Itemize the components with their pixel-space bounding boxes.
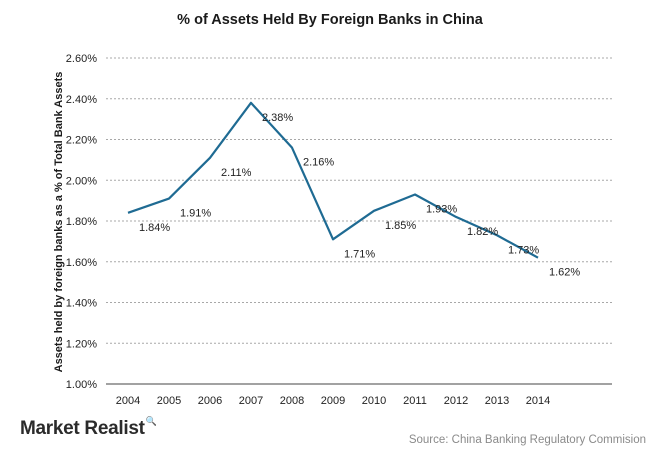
- x-tick-label: 2007: [239, 395, 263, 407]
- y-tick-label: 1.40%: [66, 298, 97, 310]
- magnifier-chart-icon: 🔍: [145, 416, 157, 426]
- y-tick-label: 2.00%: [66, 175, 97, 187]
- y-tick-label: 1.20%: [66, 338, 97, 350]
- data-label: 2.11%: [221, 167, 252, 179]
- x-tick-label: 2013: [485, 395, 509, 407]
- x-tick-label: 2012: [444, 395, 468, 407]
- brand-logo: Market Realist🔍: [20, 416, 157, 440]
- series-line: [127, 101, 539, 259]
- y-tick-label: 2.20%: [66, 135, 97, 147]
- data-label: 1.91%: [180, 208, 211, 220]
- data-label: 1.71%: [344, 248, 375, 260]
- data-labels: 1.84% 1.91% 2.11% 2.38% 2.16% 1.71% 1.85% 1.93%…: [139, 112, 580, 279]
- data-label: 1.93%: [426, 204, 457, 216]
- x-tick-label: 2014: [526, 395, 550, 407]
- y-tick-label: 2.60%: [66, 53, 97, 65]
- x-axis-ticks: 2004 2005 2006 2007 2008 2009 2010 2011 2012 2013…: [116, 395, 550, 407]
- y-tick-label: 1.60%: [66, 257, 97, 269]
- grid-lines: [106, 57, 612, 344]
- x-tick-label: 2011: [403, 395, 427, 407]
- x-tick-label: 2005: [157, 395, 181, 407]
- source-note: Source: China Banking Regulatory Commisi…: [408, 434, 646, 446]
- data-label: 2.38%: [262, 112, 293, 124]
- y-tick-label: 2.40%: [66, 94, 97, 106]
- brand-name: Market Realist: [20, 418, 145, 439]
- x-tick-label: 2008: [280, 395, 304, 407]
- x-tick-label: 2004: [116, 395, 140, 407]
- data-label: 1.85%: [385, 220, 416, 232]
- data-label: 1.82%: [467, 226, 498, 238]
- y-tick-label: 1.00%: [66, 379, 97, 391]
- data-label: 1.73%: [508, 244, 539, 256]
- data-label: 1.62%: [549, 267, 580, 279]
- x-tick-label: 2010: [362, 395, 386, 407]
- x-tick-label: 2006: [198, 395, 222, 407]
- data-label: 1.84%: [139, 222, 170, 234]
- data-label: 2.16%: [303, 157, 334, 169]
- y-tick-label: 1.80%: [66, 216, 97, 228]
- y-axis-label: Assets held by foreign banks as a % of T…: [53, 72, 65, 373]
- x-tick-label: 2009: [321, 395, 345, 407]
- y-axis-ticks: 1.00% 1.20% 1.40% 1.60% 1.80% 2.00% 2.20% 2.40%…: [66, 53, 97, 391]
- chart-title: % of Assets Held By Foreign Banks in Chi…: [177, 12, 484, 28]
